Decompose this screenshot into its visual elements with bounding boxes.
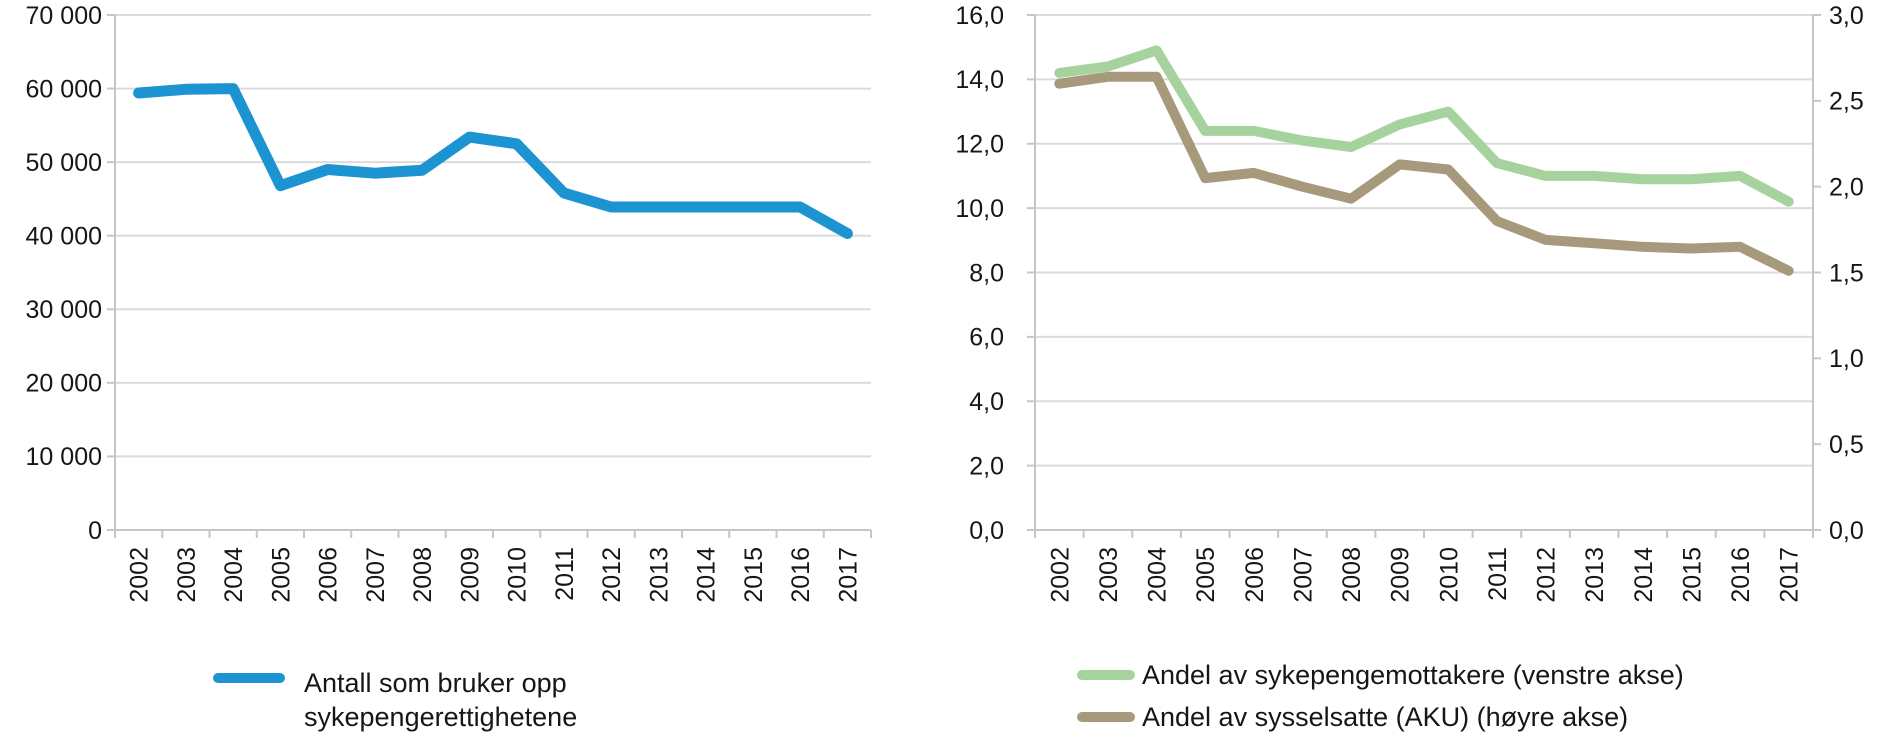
- y-axis-label: 10,0: [955, 195, 1004, 223]
- y-axis-label: 30 000: [26, 296, 102, 324]
- legend-label-sysselsatte: Andel av sysselsatte (AKU) (høyre akse): [1142, 702, 1629, 732]
- x-axis-label: 2005: [1192, 547, 1220, 603]
- legend-right-chart: Andel av sykepengemottakere (venstre aks…: [1077, 659, 1684, 740]
- legend-label-sykepengemottakere: Andel av sykepengemottakere (venstre aks…: [1142, 660, 1684, 690]
- series-line: [133, 83, 853, 239]
- right-axis-label: 0,5: [1829, 431, 1864, 459]
- y-axis-label: 12,0: [955, 131, 1004, 159]
- legend-row-sysselsatte: Andel av sysselsatte (AKU) (høyre akse): [1077, 701, 1628, 734]
- right-axis-label: 3,0: [1829, 2, 1864, 30]
- x-axis-label: 2007: [362, 547, 390, 603]
- right-axis-label: 2,5: [1829, 88, 1864, 116]
- x-axis-label: 2003: [173, 547, 201, 603]
- y-axis-label: 2,0: [969, 452, 1004, 480]
- legend-line-swatch-brown: [1077, 712, 1135, 722]
- x-axis-label: 2013: [645, 547, 673, 603]
- legend-row-sykepengemottakere: Andel av sykepengemottakere (venstre aks…: [1077, 659, 1684, 692]
- x-axis-label: 2016: [787, 547, 815, 603]
- x-axis-label: 2004: [220, 547, 248, 603]
- x-axis-label: 2006: [1241, 547, 1269, 603]
- y-axis-label: 50 000: [26, 149, 102, 177]
- x-axis-label: 2015: [1678, 547, 1706, 603]
- x-axis-label: 2014: [1630, 547, 1658, 603]
- y-axis-label: 16,0: [955, 2, 1004, 30]
- legend-label-line-2: sykepengerettighetene: [304, 702, 578, 732]
- x-axis-label: 2003: [1095, 547, 1123, 603]
- x-axis-label: 2002: [126, 547, 154, 603]
- left-chart-antall: 0 10 000 20 000 30 000 40 000 50 000 60 000 70 …: [26, 2, 872, 603]
- right-axis-label: 1,0: [1829, 345, 1864, 373]
- x-axis-label: 2015: [740, 547, 768, 603]
- x-axis-label: 2017: [1776, 547, 1804, 603]
- y-axis-label: 4,0: [969, 388, 1004, 416]
- y-axis-label: 8,0: [969, 259, 1004, 287]
- x-axis-label: 2011: [551, 547, 579, 601]
- x-axis-label: 2005: [267, 547, 295, 603]
- x-axis-label: 2017: [834, 547, 862, 603]
- legend-left-chart: Antall som bruker opp sykepengerettighet…: [213, 666, 577, 734]
- x-axis-label: 2004: [1144, 547, 1172, 603]
- x-axis-label: 2006: [315, 547, 343, 603]
- x-axis-label: 2008: [409, 547, 437, 603]
- y-axis-label: 0: [88, 517, 102, 545]
- series-line: [1054, 45, 1794, 207]
- y-axis-label: 40 000: [26, 222, 102, 250]
- x-axis-label: 2002: [1046, 547, 1074, 603]
- right-axis-label: 2,0: [1829, 173, 1864, 201]
- legend-line-swatch-green: [1077, 670, 1135, 680]
- x-axis-label: 2009: [1387, 547, 1415, 603]
- right-axis-label: 1,5: [1829, 259, 1864, 287]
- y-axis-label: 6,0: [969, 324, 1004, 352]
- right-axis-label: 0,0: [1829, 517, 1864, 545]
- right-chart-andel: 0,0 2,0 4,0 6,0 8,0 10,0 12,0 14,0 16,0 0,0 0,5 1,0…: [955, 2, 1863, 603]
- x-axis-label: 2012: [598, 547, 626, 603]
- series-line: [1054, 71, 1794, 276]
- y-axis-label: 14,0: [955, 66, 1004, 94]
- y-axis-label: 70 000: [26, 2, 102, 30]
- legend-label-line-1: Antall som bruker opp: [304, 668, 567, 698]
- legend-line-swatch-blue: [213, 673, 285, 683]
- y-axis-label: 10 000: [26, 443, 102, 471]
- x-axis-label: 2014: [693, 547, 721, 603]
- x-axis-label: 2016: [1727, 547, 1755, 603]
- x-axis-label: 2008: [1338, 547, 1366, 603]
- y-axis-label: 60 000: [26, 75, 102, 103]
- y-axis-label: 20 000: [26, 370, 102, 398]
- x-axis-label: 2012: [1533, 547, 1561, 603]
- x-axis-label: 2013: [1581, 547, 1609, 603]
- x-axis-label: 2010: [504, 547, 532, 603]
- legend-label-antall: Antall som bruker opp sykepengerettighet…: [304, 666, 577, 734]
- x-axis-label: 2007: [1289, 547, 1317, 603]
- x-axis-label: 2009: [456, 547, 484, 603]
- x-axis-label: 2011: [1484, 547, 1512, 601]
- y-axis-label: 0,0: [969, 517, 1004, 545]
- x-axis-label: 2010: [1435, 547, 1463, 603]
